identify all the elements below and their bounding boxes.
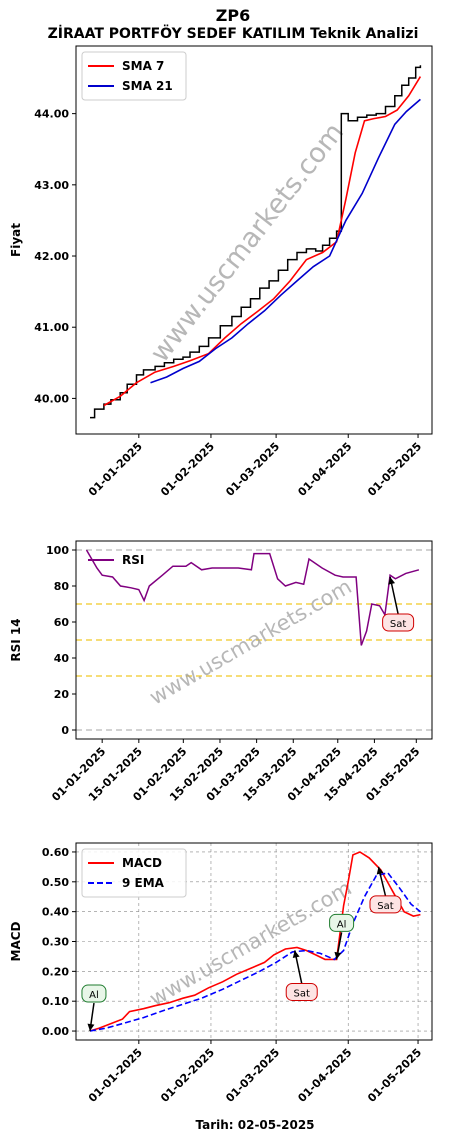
signal-label: Al xyxy=(89,990,99,1001)
y-tick-label: 0.10 xyxy=(42,995,69,1008)
x-tick-label: 01-01-2025 xyxy=(86,440,145,499)
y-axis-label: Fiyat xyxy=(9,223,23,257)
price-series-line xyxy=(90,65,422,419)
y-tick-label: 41.00 xyxy=(34,321,69,334)
signal-label: Al xyxy=(337,919,347,930)
date-footer: Tarih: 02-05-2025 xyxy=(195,1118,315,1132)
x-tick-label: 01-05-2025 xyxy=(365,440,424,499)
y-tick-label: 100 xyxy=(46,544,69,557)
signal-arrowhead xyxy=(292,950,300,959)
y-tick-label: 60 xyxy=(54,616,70,629)
legend-label: RSI xyxy=(122,553,144,567)
legend-label: SMA 7 xyxy=(122,59,164,73)
x-tick-label: 01-04-2025 xyxy=(295,440,354,499)
legend-box xyxy=(81,848,187,898)
y-tick-label: 40.00 xyxy=(34,392,69,405)
y-tick-label: 80 xyxy=(54,580,70,593)
y-tick-label: 20 xyxy=(54,688,70,701)
y-tick-label: 0 xyxy=(61,724,69,737)
y-tick-label: 0.60 xyxy=(42,846,69,859)
signal-arrowhead xyxy=(87,1023,95,1032)
watermark: www.uscmarkets.com xyxy=(145,574,355,709)
y-tick-label: 0.00 xyxy=(42,1025,69,1038)
y-tick-label: 44.00 xyxy=(34,108,69,121)
signal-label-box xyxy=(329,913,355,932)
legend-label: MACD xyxy=(122,856,162,870)
signal-label-box xyxy=(285,982,318,1001)
x-tick-label: 01-03-2025 xyxy=(223,440,282,499)
signal-label: Sat xyxy=(377,901,393,912)
signal-arrowhead xyxy=(388,577,396,585)
y-tick-label: 0.40 xyxy=(42,906,69,919)
signal-label: Sat xyxy=(294,988,310,999)
x-tick-label: 01-01-2025 xyxy=(86,1046,145,1105)
y-tick-label: 40 xyxy=(54,652,70,665)
y-tick-label: 0.50 xyxy=(42,876,69,889)
y-tick-label: 0.20 xyxy=(42,965,69,978)
y-axis-label: MACD xyxy=(9,921,23,961)
x-tick-label: 01-05-2025 xyxy=(365,1046,424,1105)
x-tick-label: 01-02-2025 xyxy=(158,1046,217,1105)
signal-label-box xyxy=(382,613,415,632)
signal-label: Sat xyxy=(390,619,406,630)
legend-box xyxy=(81,51,187,101)
y-tick-label: 43.00 xyxy=(34,179,69,192)
x-tick-label: 01-03-2025 xyxy=(223,1046,282,1105)
sma7-series-line xyxy=(103,76,422,407)
y-axis-label: RSI 14 xyxy=(9,618,23,661)
macd-series-line xyxy=(89,851,421,1032)
chart-title: ZP6 xyxy=(215,6,251,25)
signal-arrowhead xyxy=(334,951,342,960)
rsi-series-line xyxy=(85,549,420,646)
plot-frame-1 xyxy=(75,540,433,740)
sma21-series-line xyxy=(150,98,421,384)
legend-label: 9 EMA xyxy=(122,876,165,890)
legend-label: SMA 21 xyxy=(122,79,173,93)
y-tick-label: 42.00 xyxy=(34,250,69,263)
plot-frame-0 xyxy=(75,45,433,435)
signal-label-box xyxy=(81,984,107,1003)
chart-subtitle: ZİRAAT PORTFÖY SEDEF KATILIM Teknik Anal… xyxy=(47,26,419,42)
signal-label-box xyxy=(369,895,402,914)
signal-arrowhead xyxy=(376,866,384,875)
x-tick-label: 01-04-2025 xyxy=(295,1046,354,1105)
y-tick-label: 0.30 xyxy=(42,936,69,949)
watermark: www.uscmarkets.com xyxy=(144,117,350,368)
x-tick-label: 01-02-2025 xyxy=(158,440,217,499)
